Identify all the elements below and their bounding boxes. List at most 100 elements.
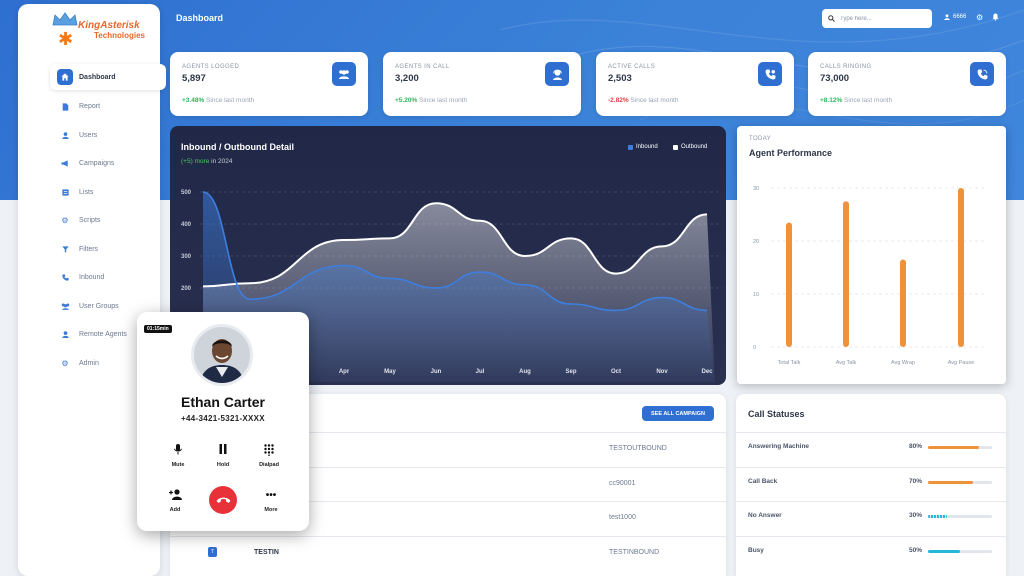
microphone-icon bbox=[158, 444, 198, 458]
sidebar-item-lists[interactable]: Lists bbox=[50, 178, 166, 207]
x-tick-label: Total Talk bbox=[778, 360, 801, 366]
list-icon bbox=[57, 184, 73, 200]
asterisk-icon: ✱ bbox=[58, 29, 74, 49]
user-icon bbox=[57, 127, 73, 143]
inbound-line bbox=[202, 191, 708, 312]
search-input[interactable] bbox=[840, 15, 928, 22]
campaign-id: test1000 bbox=[609, 514, 636, 521]
chart-subtitle-highlight: (+5) more bbox=[181, 158, 210, 165]
y-tick-label: 300 bbox=[181, 254, 192, 260]
caller-photo-icon bbox=[194, 327, 250, 383]
add-user-icon bbox=[155, 489, 195, 503]
x-tick-label: Nov bbox=[656, 369, 668, 375]
see-all-campaign-button[interactable]: SEE ALL CAMPAIGN bbox=[642, 406, 714, 421]
stat-label: ACTIVE CALLS bbox=[608, 64, 656, 70]
status-row: Busy 50% bbox=[736, 535, 1006, 571]
table-row[interactable]: T TESTIN TESTINBOUND bbox=[170, 535, 726, 571]
table-row[interactable]: cc90001 bbox=[170, 466, 726, 502]
x-tick-label: Apr bbox=[339, 369, 350, 375]
brand-logo[interactable]: ✱ KingAsterisk Technologies bbox=[48, 10, 158, 50]
stat-change-percent: +5.20% bbox=[395, 97, 418, 104]
campaign-name: TESTIN bbox=[254, 548, 279, 556]
more-label: More bbox=[264, 507, 278, 513]
table-row[interactable]: TESTOUTBOUND bbox=[170, 432, 726, 467]
legend-inbound[interactable]: Inbound bbox=[628, 144, 658, 150]
sidebar-item-label: Users bbox=[79, 131, 98, 139]
x-tick-label: Avg Wrap bbox=[891, 360, 915, 366]
stat-change: +8.12% Since last month bbox=[820, 97, 892, 104]
status-progress-fill bbox=[928, 549, 960, 553]
bar[interactable] bbox=[900, 259, 906, 347]
campaign-id: cc90001 bbox=[609, 479, 636, 487]
settings-icon[interactable]: ⚙ bbox=[976, 13, 984, 22]
status-name: Answering Machine bbox=[748, 443, 810, 450]
x-tick-label: Sep bbox=[565, 369, 576, 375]
status-name: Call Back bbox=[748, 477, 778, 485]
sidebar-item-user-groups[interactable]: User Groups bbox=[50, 292, 166, 321]
chart-title: Inbound / Outbound Detail bbox=[181, 142, 294, 152]
sidebar-item-remote-agents[interactable]: Remote Agents bbox=[50, 321, 166, 350]
users-icon bbox=[57, 298, 73, 314]
more-button[interactable]: ••• More bbox=[251, 489, 291, 513]
sidebar-item-users[interactable]: Users bbox=[50, 121, 166, 150]
stat-change-note: Since last month bbox=[844, 97, 893, 104]
sidebar-item-campaigns[interactable]: Campaigns bbox=[50, 150, 166, 179]
dialpad-button[interactable]: Dialpad bbox=[249, 444, 289, 468]
sidebar-item-label: Dashboard bbox=[79, 73, 116, 81]
stat-label: AGENTS LOGGED bbox=[182, 64, 240, 70]
inbound-outbound-area-chart: 500 400 300 200 Apr May Jun Jul Aug Sep Oct Nov Dec bbox=[181, 190, 723, 382]
sidebar-item-filters[interactable]: Filters bbox=[50, 235, 166, 264]
perf-period: TODAY bbox=[749, 136, 772, 142]
active-call-widget: 01:15min Ethan Carter +44-3421-5321-XXXX… bbox=[137, 312, 309, 531]
x-tick-label: Jul bbox=[476, 369, 485, 375]
stat-value: 5,897 bbox=[182, 73, 206, 84]
bar[interactable] bbox=[786, 222, 792, 347]
crown-icon bbox=[52, 12, 78, 26]
megaphone-icon bbox=[57, 156, 73, 172]
sidebar-item-scripts[interactable]: ⚙ Scripts bbox=[50, 207, 166, 236]
hold-button[interactable]: Hold bbox=[203, 444, 243, 468]
search-box[interactable] bbox=[822, 9, 932, 28]
stat-label: CALLS RINGING bbox=[820, 64, 872, 70]
hang-up-button[interactable] bbox=[209, 486, 237, 514]
x-tick-label: Aug bbox=[519, 369, 531, 375]
legend-outbound[interactable]: Outbound bbox=[673, 144, 707, 150]
bar[interactable] bbox=[958, 188, 964, 347]
add-button[interactable]: Add bbox=[155, 489, 195, 513]
x-tick-label: May bbox=[384, 369, 396, 375]
stat-value: 73,000 bbox=[820, 73, 850, 84]
mute-button[interactable]: Mute bbox=[158, 444, 198, 468]
status-progress-fill bbox=[928, 515, 948, 518]
sidebar-item-report[interactable]: Report bbox=[50, 93, 166, 122]
table-row[interactable]: test1000 bbox=[170, 501, 726, 536]
hold-label: Hold bbox=[216, 462, 230, 468]
gear-icon: ⚙ bbox=[61, 216, 69, 226]
agents-icon bbox=[332, 62, 356, 86]
user-menu[interactable]: 6666 bbox=[944, 14, 966, 20]
status-percent: 30% bbox=[909, 512, 923, 519]
status-row: Call Back 70% bbox=[736, 466, 1006, 502]
status-percent: 70% bbox=[909, 477, 923, 485]
gear-icon: ⚙ bbox=[61, 358, 69, 368]
y-tick-label: 10 bbox=[753, 292, 759, 298]
bar[interactable] bbox=[843, 201, 849, 347]
document-icon bbox=[57, 99, 73, 115]
stat-change: -2.82% Since last month bbox=[608, 97, 678, 104]
y-tick-label: 20 bbox=[753, 239, 759, 245]
sidebar-item-admin[interactable]: ⚙ Admin bbox=[50, 349, 166, 378]
outbound-line bbox=[202, 202, 708, 288]
stat-card-calls-ringing: CALLS RINGING 73,000 +8.12% Since last mon… bbox=[808, 52, 1006, 116]
sidebar-item-dashboard[interactable]: Dashboard bbox=[50, 64, 166, 90]
stat-change-percent: -2.82% bbox=[608, 97, 629, 104]
more-icon: ••• bbox=[265, 490, 277, 501]
campaign-badge: T bbox=[208, 546, 217, 557]
status-progress-track bbox=[928, 549, 992, 553]
sidebar-item-inbound[interactable]: Inbound bbox=[50, 264, 166, 293]
sidebar-item-label: Inbound bbox=[79, 274, 105, 282]
caller-avatar bbox=[191, 324, 253, 386]
status-name: No Answer bbox=[748, 512, 782, 519]
phone-active-icon bbox=[758, 62, 782, 86]
stat-value: 2,503 bbox=[608, 73, 632, 84]
bell-icon[interactable] bbox=[992, 13, 999, 23]
brand-subtitle: Technologies bbox=[94, 31, 145, 40]
